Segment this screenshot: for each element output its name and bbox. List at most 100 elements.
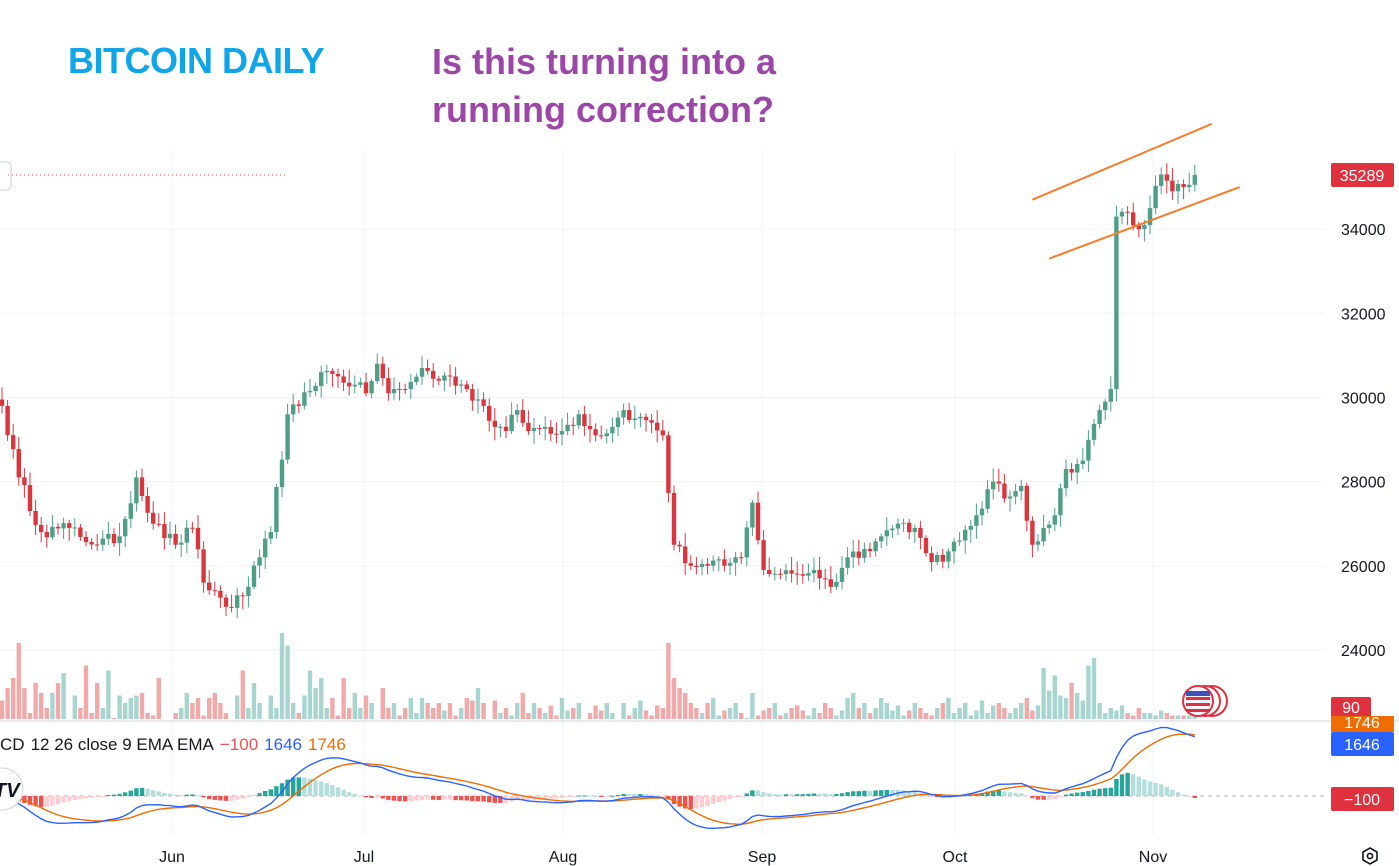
price-tag-text: 35289 <box>1340 168 1385 185</box>
volume-bar <box>184 693 189 719</box>
macd-hist-bar <box>1192 796 1197 798</box>
volume-bar <box>358 708 363 719</box>
macd-hist-bar <box>352 794 357 796</box>
candle-body <box>559 431 565 435</box>
candle-body <box>111 534 117 544</box>
macd-hist-bar <box>128 790 133 796</box>
macd-hist-bar <box>795 794 800 796</box>
volume-bar <box>683 693 688 719</box>
candle-body <box>207 582 212 591</box>
macd-hist-bar <box>923 794 929 796</box>
hist-tag-text: −100 <box>1344 792 1380 809</box>
macd-hist-bar <box>1024 795 1029 797</box>
events-flag-icon[interactable] <box>1182 685 1228 717</box>
price-axis[interactable]: 24000 26000 28000 30000 32000 34000 <box>1341 222 1386 660</box>
macd-hist-bar <box>1159 784 1164 796</box>
candle-body <box>464 384 469 390</box>
candle-body <box>526 422 531 432</box>
macd-hist-bar <box>179 795 184 797</box>
time-axis[interactable]: Jun Jul Aug Sep Oct Nov <box>159 849 1167 866</box>
candle-body <box>313 385 318 391</box>
candle-body <box>974 515 979 526</box>
macd-hist-bar <box>330 785 335 796</box>
overlay-handle[interactable] <box>0 161 12 191</box>
candle-body <box>761 540 766 570</box>
macd-hist-bar <box>778 794 783 796</box>
candlesticks <box>0 163 1197 618</box>
macd-hist-bar <box>789 794 794 796</box>
macd-hist-bar <box>520 796 525 801</box>
macd-hist-bar <box>683 796 688 809</box>
candle-body <box>851 551 856 558</box>
volume-bar <box>386 708 391 719</box>
volume-bar <box>1181 715 1186 719</box>
candle-body <box>145 495 150 513</box>
volume-bar <box>1170 715 1175 719</box>
volume-bar <box>694 708 699 719</box>
candle-body <box>481 399 486 406</box>
channel-lower-line <box>1048 186 1240 260</box>
volume-bar <box>324 708 329 719</box>
candle-body <box>1136 225 1141 230</box>
macd-legend[interactable]: CD 12 26 close 9 EMA EMA −100 1646 1746 <box>0 735 352 755</box>
macd-hist-bar <box>811 793 817 796</box>
candle-body <box>5 405 10 436</box>
macd-hist-bar <box>548 796 553 799</box>
candle-body <box>666 435 671 493</box>
macd-hist-bar <box>526 796 531 801</box>
macd-hist-bar <box>1030 796 1035 799</box>
macd-hist-bar <box>190 794 195 796</box>
macd-hist-bar <box>727 796 733 800</box>
candle-body <box>212 590 217 592</box>
volume-bar <box>576 703 581 719</box>
candle-body <box>1187 184 1192 188</box>
settings-icon[interactable] <box>1362 847 1378 865</box>
candle-body <box>324 370 329 373</box>
candle-body <box>951 541 957 552</box>
macd-hist-bar <box>1153 782 1158 796</box>
candle-body <box>638 416 643 419</box>
volume-bar <box>823 703 828 719</box>
macd-hist-bar <box>1136 776 1141 796</box>
macd-legend-hist: −100 <box>219 735 259 754</box>
y-tick-label: 34000 <box>1341 222 1386 239</box>
volume-bar <box>179 708 184 719</box>
volume-bar <box>727 708 733 719</box>
volume-bar <box>559 698 565 719</box>
volume-bar <box>319 678 324 719</box>
candle-body <box>436 378 441 381</box>
volume-bar <box>246 708 251 719</box>
volume-bar <box>285 645 290 719</box>
macd-hist-bar <box>1047 796 1052 800</box>
volume-bar <box>571 708 576 719</box>
volume-bar <box>1164 713 1169 719</box>
candle-body <box>44 532 49 538</box>
macd-hist-bar <box>447 796 453 800</box>
macd-hist-bar <box>890 789 895 796</box>
macd-hist-bar <box>475 796 481 802</box>
candle-body <box>1002 483 1007 499</box>
macd-hist-bar <box>1142 779 1147 796</box>
candle-body <box>895 523 901 529</box>
candle-body <box>621 410 626 418</box>
candle-body <box>67 523 72 528</box>
candle-body <box>1175 183 1181 192</box>
candle-body <box>218 590 223 598</box>
x-tick-label: Jul <box>354 849 374 866</box>
macd-hist-bar <box>296 777 301 796</box>
volume-bar <box>1058 695 1063 719</box>
macd-hist-bar <box>559 796 565 798</box>
volume-bar <box>1108 708 1113 719</box>
volume-bar <box>212 693 217 719</box>
macd-hist-bar <box>436 796 441 801</box>
candle-body <box>201 549 206 583</box>
tradingview-logo[interactable]: TV <box>0 767 24 811</box>
candle-body <box>139 477 145 496</box>
candle-body <box>16 449 21 478</box>
candle-body <box>380 363 385 379</box>
candle-body <box>363 382 369 394</box>
macd-hist-bar <box>761 792 766 796</box>
macd-legend-name: CD <box>0 735 25 754</box>
volume-bar <box>565 710 570 719</box>
candle-body <box>1047 524 1052 528</box>
